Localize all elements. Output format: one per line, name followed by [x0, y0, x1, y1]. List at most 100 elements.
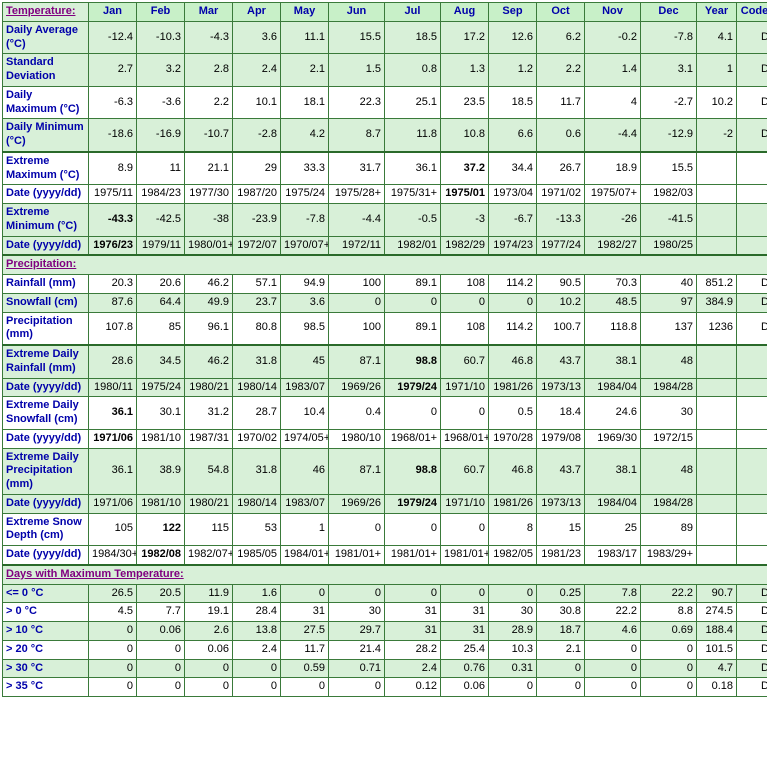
cell: 0: [441, 397, 489, 430]
cell: 1.2: [489, 54, 537, 87]
cell: 118.8: [585, 312, 641, 345]
cell: -7.8: [641, 21, 697, 54]
cell: -12.4: [89, 21, 137, 54]
cell: 27.5: [281, 622, 329, 641]
cell: 0: [641, 659, 697, 678]
col-header: Apr: [233, 3, 281, 22]
cell: 38.1: [585, 345, 641, 378]
cell: 36.1: [89, 448, 137, 494]
cell: 10.1: [233, 86, 281, 119]
cell: 80.8: [233, 312, 281, 345]
cell: 29.7: [329, 622, 385, 641]
cell: 1981/10: [137, 429, 185, 448]
cell: 28.9: [489, 622, 537, 641]
cell: 1971/10: [441, 378, 489, 397]
cell: 1968/01+: [441, 429, 489, 448]
cell: 851.2: [697, 275, 737, 294]
cell: 1984/04: [585, 378, 641, 397]
cell: [697, 185, 737, 204]
cell: 0: [329, 678, 385, 697]
cell: 46.2: [185, 275, 233, 294]
cell: 26.5: [89, 584, 137, 603]
cell: 0.12: [385, 678, 441, 697]
cell: 38.1: [585, 448, 641, 494]
cell: 2.6: [185, 622, 233, 641]
cell: 10.4: [281, 397, 329, 430]
cell: 1984/01+: [281, 546, 329, 565]
cell: 48: [641, 345, 697, 378]
cell: D: [737, 54, 767, 87]
cell: -42.5: [137, 204, 185, 237]
row-label: > 30 °C: [3, 659, 89, 678]
cell: 108: [441, 275, 489, 294]
table-row: Daily Maximum (°C)-6.3-3.62.210.118.122.…: [3, 86, 767, 119]
cell: 89.1: [385, 312, 441, 345]
cell: 1979/11: [137, 236, 185, 255]
cell: 36.1: [89, 397, 137, 430]
cell: D: [737, 312, 767, 345]
cell: 89: [641, 513, 697, 546]
cell: 26.7: [537, 152, 585, 185]
table-row: Extreme Minimum (°C)-43.3-42.5-38-23.9-7…: [3, 204, 767, 237]
cell: 10.2: [537, 293, 585, 312]
cell: 0: [89, 678, 137, 697]
table-row: Daily Average (°C)-12.4-10.3-4.33.611.11…: [3, 21, 767, 54]
cell: 1974/23: [489, 236, 537, 255]
cell: 1975/31+: [385, 185, 441, 204]
row-label: > 10 °C: [3, 622, 89, 641]
cell: 2.4: [233, 640, 281, 659]
cell: -41.5: [641, 204, 697, 237]
cell: D: [737, 640, 767, 659]
cell: -2.7: [641, 86, 697, 119]
cell: 34.4: [489, 152, 537, 185]
cell: 54.8: [185, 448, 233, 494]
cell: 4.1: [697, 21, 737, 54]
table-row: Standard Deviation2.73.22.82.42.11.50.81…: [3, 54, 767, 87]
cell: 98.8: [385, 345, 441, 378]
cell: 1987/31: [185, 429, 233, 448]
cell: [737, 345, 767, 378]
cell: [697, 513, 737, 546]
row-label: Precipitation (mm): [3, 312, 89, 345]
table-row: Date (yyyy/dd)1971/061981/101980/211980/…: [3, 494, 767, 513]
cell: 98.8: [385, 448, 441, 494]
cell: 0: [385, 584, 441, 603]
cell: 29: [233, 152, 281, 185]
cell: 1: [281, 513, 329, 546]
cell: 28.6: [89, 345, 137, 378]
cell: 0: [89, 622, 137, 641]
cell: 100: [329, 275, 385, 294]
table-row: > 10 °C00.062.613.827.529.7313128.918.74…: [3, 622, 767, 641]
cell: 0: [641, 678, 697, 697]
cell: 31: [385, 622, 441, 641]
table-row: Date (yyyy/dd)1984/30+1982/081982/07+198…: [3, 546, 767, 565]
cell: [737, 494, 767, 513]
cell: 1973/04: [489, 185, 537, 204]
cell: 30: [489, 603, 537, 622]
cell: 1980/21: [185, 494, 233, 513]
cell: 2.4: [385, 659, 441, 678]
cell: 18.5: [489, 86, 537, 119]
cell: 17.2: [441, 21, 489, 54]
cell: 0: [385, 513, 441, 546]
cell: D: [737, 678, 767, 697]
table-row: Date (yyyy/dd)1980/111975/241980/211980/…: [3, 378, 767, 397]
row-label: Date (yyyy/dd): [3, 236, 89, 255]
cell: 0.06: [137, 622, 185, 641]
table-row: > 0 °C4.57.719.128.4313031313030.822.28.…: [3, 603, 767, 622]
header-row: Temperature:JanFebMarAprMayJunJulAugSepO…: [3, 3, 767, 22]
cell: 87.1: [329, 345, 385, 378]
cell: 85: [137, 312, 185, 345]
cell: 1971/02: [537, 185, 585, 204]
cell: 1979/24: [385, 378, 441, 397]
cell: 0: [585, 640, 641, 659]
cell: 0: [385, 397, 441, 430]
cell: [737, 378, 767, 397]
cell: 0.76: [441, 659, 489, 678]
cell: 1969/30: [585, 429, 641, 448]
cell: 1982/01: [385, 236, 441, 255]
cell: 1970/28: [489, 429, 537, 448]
cell: 3.2: [137, 54, 185, 87]
table-row: Date (yyyy/dd)1976/231979/111980/01+1972…: [3, 236, 767, 255]
cell: 0: [329, 584, 385, 603]
